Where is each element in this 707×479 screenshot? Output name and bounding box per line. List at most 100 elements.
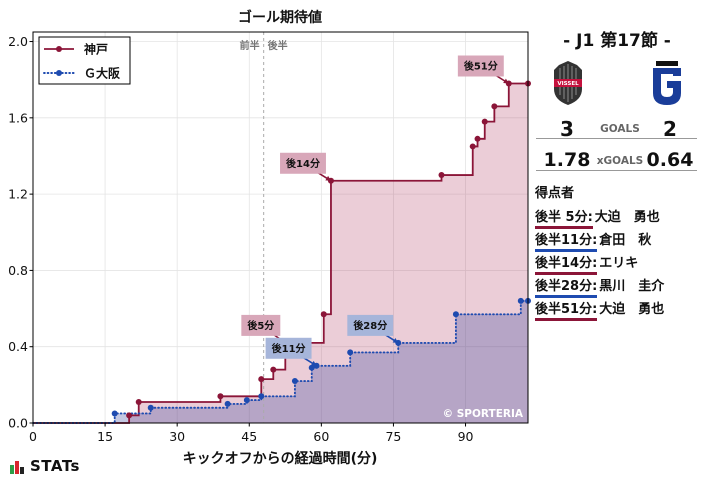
scorer-row: 後半11分: 倉田 秋 — [535, 232, 651, 252]
annotation-arrowhead — [503, 78, 509, 84]
legend: 神戸 Ｇ大阪 — [38, 36, 131, 85]
series-marker-1 — [224, 400, 231, 407]
goal-scorer: 倉田 秋 — [599, 233, 652, 248]
annotation-box — [347, 314, 394, 336]
annotation-label: 後11分 — [272, 342, 306, 355]
x-tick-label: 0 — [29, 429, 37, 444]
series-marker-1 — [147, 404, 154, 411]
goals-label: GOALS — [600, 123, 640, 135]
y-tick-label: 0.8 — [8, 263, 28, 278]
goal-annotation: 後5分 — [241, 314, 286, 344]
x-tick-label: 60 — [313, 429, 329, 444]
series-marker-0 — [491, 103, 498, 110]
goal-time: 後半14分: — [535, 255, 598, 275]
annotation-box — [241, 314, 281, 336]
annotation-label: 後14分 — [286, 157, 320, 170]
match-round-title: - J1 第17節 - — [563, 31, 671, 51]
away-xg: 0.64 — [646, 149, 694, 171]
goal-time: 後半11分: — [535, 232, 598, 252]
home-xg: 1.78 — [543, 149, 591, 171]
annotation-arrowhead — [325, 175, 331, 181]
series-marker-0 — [217, 393, 224, 400]
plot-border — [32, 31, 529, 424]
stats-bars-icon — [10, 459, 28, 474]
goal-time: 後半51分: — [535, 301, 598, 321]
scorer-row: 後半14分: エリキ — [535, 255, 638, 275]
x-tick-label: 45 — [241, 429, 257, 444]
goal-scorer: 大迫 勇也 — [594, 210, 660, 225]
legend-entry: Ｇ大阪 — [84, 66, 121, 81]
goal-scorer: 大迫 勇也 — [599, 302, 665, 317]
series-marker-1 — [291, 378, 298, 385]
first-half-label: 前半 — [240, 39, 260, 52]
xg-label: xGOALS — [596, 155, 644, 167]
away-goals: 2 — [663, 117, 677, 141]
home-goals: 3 — [560, 117, 574, 141]
vissel-kobe-crest-icon: VISSEL — [551, 60, 585, 106]
x-axis-label: キックオフからの経過時間(分) — [183, 450, 378, 467]
grid — [32, 32, 528, 424]
annotation-label: 後5分 — [247, 319, 274, 332]
legend-box — [38, 36, 131, 85]
second-half-label: 後半 — [268, 39, 288, 52]
goal-scorer: 黒川 圭介 — [599, 279, 665, 294]
series-marker-1 — [308, 364, 315, 371]
y-tick-label: 0.0 — [8, 416, 28, 431]
series-line-1 — [32, 299, 529, 424]
series-marker-0 — [270, 366, 277, 373]
series-marker-0 — [126, 412, 133, 419]
series-marker-1 — [347, 349, 354, 356]
scorers-title: 得点者 — [535, 186, 575, 201]
series-marker-1 — [452, 311, 459, 318]
annotation-arrowhead — [392, 338, 399, 343]
series-area-0 — [33, 83, 528, 423]
series-marker-0 — [474, 135, 481, 142]
series-marker-0 — [469, 143, 476, 150]
x-tick-label: 90 — [458, 429, 474, 444]
axis-ticks: 0 15 30 45 60 75 90 0.0 0.4 0.8 1.2 1.6 2.0 — [8, 34, 473, 444]
series-marker-1 — [258, 393, 265, 400]
series-marker-1 — [243, 397, 250, 404]
goals-divider — [536, 138, 697, 139]
x-tick-label: 15 — [97, 429, 113, 444]
series-marker-0 — [481, 118, 488, 125]
half-time-divider: 前半 後半 — [240, 32, 288, 423]
watermark: © SPORTERIA — [443, 408, 524, 420]
series-fills — [33, 83, 528, 423]
annotation-arrowhead — [310, 360, 317, 366]
series-marker-0 — [320, 311, 327, 318]
series-marker-0 — [135, 399, 142, 406]
scorer-row: 後半28分: 黒川 圭介 — [535, 278, 664, 298]
goal-time: 後半 5分: — [535, 209, 593, 229]
series-marker-1 — [517, 297, 524, 304]
y-tick-label: 2.0 — [8, 34, 28, 49]
annotation-box — [280, 152, 326, 174]
series-area-1 — [33, 300, 528, 423]
series-marker-1 — [111, 410, 118, 417]
x-tick-label: 75 — [385, 429, 401, 444]
legend-marker — [56, 70, 62, 76]
goal-scorer: エリキ — [599, 256, 639, 271]
logo-lettering: VISSEL — [557, 81, 579, 87]
series-marker-0 — [438, 172, 445, 179]
chart-title: ゴール期待値 — [238, 9, 322, 26]
xg-divider — [536, 170, 697, 171]
annotation-box — [457, 55, 504, 77]
y-tick-label: 1.6 — [8, 110, 28, 125]
legend-entry: 神戸 — [84, 42, 108, 57]
goal-annotation: 後14分 — [280, 152, 332, 182]
annotation-label: 後28分 — [353, 319, 387, 332]
annotation-box — [265, 337, 312, 359]
goal-annotation: 後51分 — [457, 55, 510, 85]
stats-logo-text: STATs — [30, 457, 80, 475]
legend-marker — [56, 46, 62, 52]
plot-frame — [32, 31, 529, 424]
gamba-osaka-emblem-icon — [650, 60, 684, 106]
y-tick-label: 0.4 — [8, 339, 28, 354]
goal-annotation: 後28分 — [347, 314, 399, 344]
goal-annotation: 後11分 — [265, 337, 317, 367]
scorer-row: 後半51分: 大迫 勇也 — [535, 301, 664, 321]
scorer-row: 後半 5分: 大迫 勇也 — [535, 209, 660, 229]
annotation-label: 後51分 — [464, 60, 498, 73]
